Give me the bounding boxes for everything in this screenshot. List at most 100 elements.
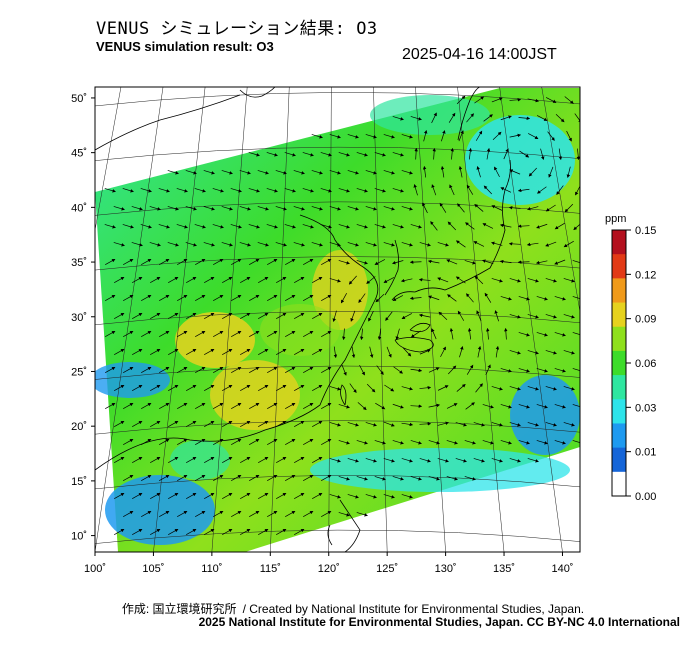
- wind-arrow: [419, 349, 431, 355]
- wind-arrow: [383, 421, 395, 427]
- wind-arrow: [499, 223, 512, 228]
- wind-arrow: [409, 260, 422, 264]
- wind-arrow: [231, 438, 242, 445]
- wind-arrow: [535, 260, 548, 265]
- wind-arrow: [527, 133, 539, 139]
- wind-arrow: [131, 206, 143, 211]
- wind-arrow: [293, 206, 305, 211]
- wind-arrow: [447, 294, 457, 302]
- wind-arrow: [430, 221, 438, 231]
- wind-arrow: [276, 276, 287, 283]
- wind-arrow: [414, 147, 418, 160]
- wind-arrow: [321, 258, 332, 265]
- lat-tick-label: 10˚: [71, 531, 87, 543]
- wind-arrow: [545, 204, 556, 212]
- wind-arrow: [267, 438, 278, 445]
- wind-arrow: [177, 258, 188, 265]
- wind-arrow: [563, 350, 575, 355]
- wind-arrow: [517, 188, 530, 193]
- wind-arrow: [527, 350, 539, 355]
- wind-arrow: [204, 492, 215, 499]
- wind-arrow: [536, 296, 548, 301]
- wind-arrow: [104, 188, 116, 193]
- coastline-segment: [457, 87, 481, 141]
- wind-arrow: [356, 476, 368, 481]
- wind-arrow: [558, 148, 563, 161]
- wind-arrow: [465, 222, 475, 230]
- meridian-line: [0, 87, 79, 552]
- wind-arrow: [177, 330, 188, 337]
- wind-arrow: [449, 184, 455, 196]
- wind-arrow: [222, 528, 233, 535]
- lat-tick-label: 25˚: [71, 366, 87, 378]
- wind-arrow: [329, 458, 341, 463]
- wind-arrow: [518, 440, 530, 445]
- wind-arrow: [383, 458, 395, 463]
- wind-arrow: [231, 366, 242, 373]
- wind-arrow: [249, 294, 260, 301]
- wind-arrow: [431, 328, 437, 340]
- wind-arrow: [563, 386, 575, 391]
- colorbar-swatch: [612, 447, 626, 473]
- wind-arrow: [422, 202, 428, 214]
- wind-arrow: [437, 385, 449, 391]
- wind-arrow: [321, 366, 332, 373]
- meridian-line: [328, 87, 332, 552]
- wind-arrow: [518, 404, 530, 409]
- wind-arrow: [186, 456, 197, 463]
- wind-arrow: [509, 169, 521, 175]
- lon-tick-label: 120˚: [318, 563, 340, 575]
- wind-arrow: [474, 275, 484, 285]
- wind-arrow: [177, 294, 188, 301]
- wind-arrow: [249, 258, 260, 265]
- wind-arrow: [456, 383, 466, 392]
- meridian-line: [584, 87, 680, 552]
- wind-arrow: [384, 384, 395, 392]
- wind-arrow: [150, 348, 161, 355]
- wind-arrow: [393, 366, 403, 374]
- wind-arrow: [341, 293, 347, 304]
- concentration-patch: [465, 115, 575, 205]
- colorbar-tick-label: 0.01: [635, 447, 656, 459]
- wind-vectors: [104, 95, 580, 535]
- wind-arrow: [377, 328, 382, 341]
- wind-arrow: [321, 294, 332, 301]
- meridian-line: [95, 87, 164, 552]
- wind-arrow: [195, 330, 206, 337]
- wind-arrow: [141, 294, 152, 301]
- wind-arrow: [572, 332, 580, 335]
- wind-arrow: [312, 492, 323, 499]
- wind-arrow: [267, 366, 278, 373]
- wind-arrow: [572, 368, 580, 371]
- colorbar-tick-label: 0.06: [635, 358, 656, 370]
- wind-arrow: [294, 312, 305, 319]
- wind-arrow: [248, 152, 260, 157]
- wind-arrow: [105, 294, 116, 301]
- wind-arrow: [231, 510, 242, 517]
- wind-arrow: [276, 348, 287, 355]
- wind-arrow: [395, 328, 400, 340]
- wind-arrow: [258, 312, 269, 319]
- wind-arrow: [284, 188, 296, 193]
- wind-arrow: [257, 242, 269, 247]
- wind-arrow: [204, 276, 215, 283]
- wind-arrow: [267, 294, 278, 301]
- wind-arrow: [484, 292, 492, 303]
- wind-arrow: [527, 206, 539, 211]
- wind-arrow: [366, 276, 376, 284]
- colorbar-ticks: 0.15 0.12 0.09 0.06 0.03 0.01 0.00: [626, 225, 656, 503]
- forecast-timestamp: 2025-04-16 14:00JST: [402, 46, 557, 63]
- wind-arrow: [419, 385, 432, 390]
- wind-arrow: [204, 420, 215, 427]
- wind-arrow: [356, 512, 368, 517]
- wind-arrow: [509, 458, 521, 463]
- wind-arrow: [440, 346, 446, 358]
- wind-arrow: [141, 474, 152, 481]
- parallel-line: [95, 365, 580, 380]
- wind-arrow: [150, 492, 161, 499]
- wind-arrow: [285, 510, 296, 517]
- wind-arrow: [185, 242, 197, 247]
- wind-arrow: [113, 206, 125, 211]
- wind-arrow: [439, 202, 447, 213]
- wind-arrow: [572, 404, 580, 407]
